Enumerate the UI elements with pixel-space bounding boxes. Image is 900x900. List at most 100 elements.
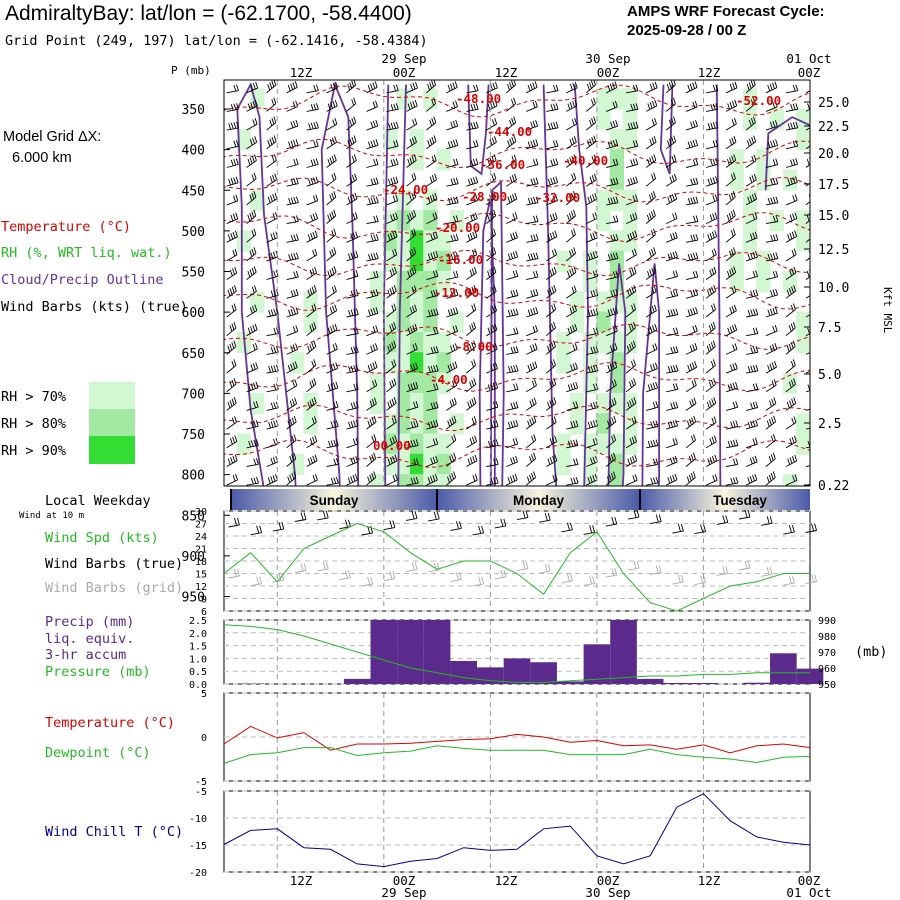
surface-wind-barb xyxy=(250,525,263,536)
rh-cell xyxy=(623,433,638,455)
isotherm-line xyxy=(224,323,810,350)
wind-barb xyxy=(646,458,659,467)
wind-barb xyxy=(546,359,556,374)
legend-wind-barbs: Wind Barbs (kts) (true) xyxy=(1,299,188,315)
wind-barb xyxy=(566,514,578,523)
rh-cell xyxy=(436,474,451,486)
y-tick-label: -5 xyxy=(195,777,207,788)
wind-barb xyxy=(785,103,799,112)
wind-barb xyxy=(286,397,298,411)
surface-wind-barb xyxy=(694,524,707,535)
wind-barb xyxy=(605,361,618,374)
wind-barb xyxy=(765,397,777,411)
y-tick-label: 0.0 xyxy=(189,680,207,691)
wind-barb xyxy=(645,209,656,224)
wind-barb xyxy=(526,100,538,112)
wind-barb xyxy=(805,194,810,206)
wind-barb xyxy=(626,212,638,225)
rh-cell xyxy=(409,331,425,354)
panel-frame xyxy=(223,790,811,873)
wind-barb xyxy=(625,435,637,449)
wind-barb xyxy=(426,346,439,355)
wind-barb xyxy=(247,587,258,597)
wind-barb xyxy=(626,158,639,168)
precip-bar xyxy=(636,678,664,684)
isotherm-label: -20.00 xyxy=(435,220,480,235)
wind-barb xyxy=(386,140,399,150)
weekday-label: Sunday xyxy=(310,493,359,508)
wind-barb xyxy=(346,212,358,225)
wind-barb xyxy=(765,343,778,355)
wind-barb xyxy=(466,158,479,168)
wind-barb xyxy=(706,103,719,112)
y-tick-label: 400 xyxy=(182,144,205,159)
wind-barb xyxy=(286,100,299,112)
wind-barb xyxy=(486,458,499,467)
y-tick-label: 0 xyxy=(201,733,207,744)
wind-barb xyxy=(486,420,499,430)
wind-barb xyxy=(306,416,317,430)
wind-barb xyxy=(506,308,519,318)
rh-cell xyxy=(409,210,425,232)
y2-tick-label: 7.5 xyxy=(818,321,841,336)
wind-barb xyxy=(246,191,257,206)
y-tick-label: 550 xyxy=(182,266,205,281)
wind-barb xyxy=(306,473,318,486)
y-tick-label: 27 xyxy=(195,520,207,531)
isotherm-line xyxy=(224,138,810,169)
rh-cell xyxy=(796,128,810,151)
rh-cell xyxy=(423,474,438,486)
cross-section-axes: P (mb) 350 400 450 500 550 600 650 700 750 800 850 9… xyxy=(171,51,894,606)
wind-barb xyxy=(506,192,518,206)
local-weekday-label: Local Weekday xyxy=(45,493,151,509)
wind-barb xyxy=(306,359,317,374)
wind-barb xyxy=(226,158,239,168)
wind-barb xyxy=(506,437,519,449)
wind-barb xyxy=(366,139,379,150)
wind-barb xyxy=(526,434,537,449)
wind-barb xyxy=(606,325,618,337)
rh80-label: RH > 80% xyxy=(1,416,66,432)
wind-barb xyxy=(346,473,358,486)
wind-barb xyxy=(626,589,638,597)
wind-barb xyxy=(506,401,519,411)
wind-barb xyxy=(266,80,277,94)
wind-barb xyxy=(625,248,637,262)
wind-barb xyxy=(406,247,417,262)
wind-barb xyxy=(226,194,239,206)
y2-tick-label: 25.0 xyxy=(818,96,849,111)
y-tick-label: 750 xyxy=(182,428,205,443)
wind-barb xyxy=(685,81,698,94)
surface-wind-barb xyxy=(361,576,374,587)
wind-barb xyxy=(406,266,417,280)
rh-cell xyxy=(396,433,411,455)
wind-barb xyxy=(546,303,557,318)
wind-barb xyxy=(466,474,478,486)
y2-tick-label: 22.5 xyxy=(818,120,849,135)
wind-barb xyxy=(506,383,519,393)
wind-barb xyxy=(306,176,319,187)
wind-barb xyxy=(406,117,418,131)
legend-cloud-outline: Cloud/Precip Outline xyxy=(1,272,164,288)
wind-barb xyxy=(745,289,759,299)
rh-cell xyxy=(370,596,384,617)
wind-barb xyxy=(566,266,577,280)
wind-chill-line xyxy=(223,793,811,868)
wind-barb xyxy=(466,397,477,411)
wind-barb xyxy=(466,140,479,150)
wind-barb xyxy=(347,565,356,579)
wind-barb xyxy=(366,379,378,393)
wind-barb xyxy=(725,81,738,94)
x-tick-label: 00Z xyxy=(393,873,416,888)
wind-barb xyxy=(266,401,279,411)
wind-barb xyxy=(346,289,359,299)
left-legends: Model Grid ΔX: 6.000 km Temperature (°C)… xyxy=(1,129,188,840)
y-tick-label: 350 xyxy=(182,103,205,118)
x-top-tick-label: 00Z xyxy=(393,65,416,80)
wind-barb xyxy=(386,121,399,131)
wind-barb xyxy=(366,196,379,206)
wind-barb xyxy=(346,135,357,150)
wind-barb xyxy=(686,528,696,541)
wind-barb xyxy=(446,289,459,299)
precip-bar xyxy=(423,620,451,684)
